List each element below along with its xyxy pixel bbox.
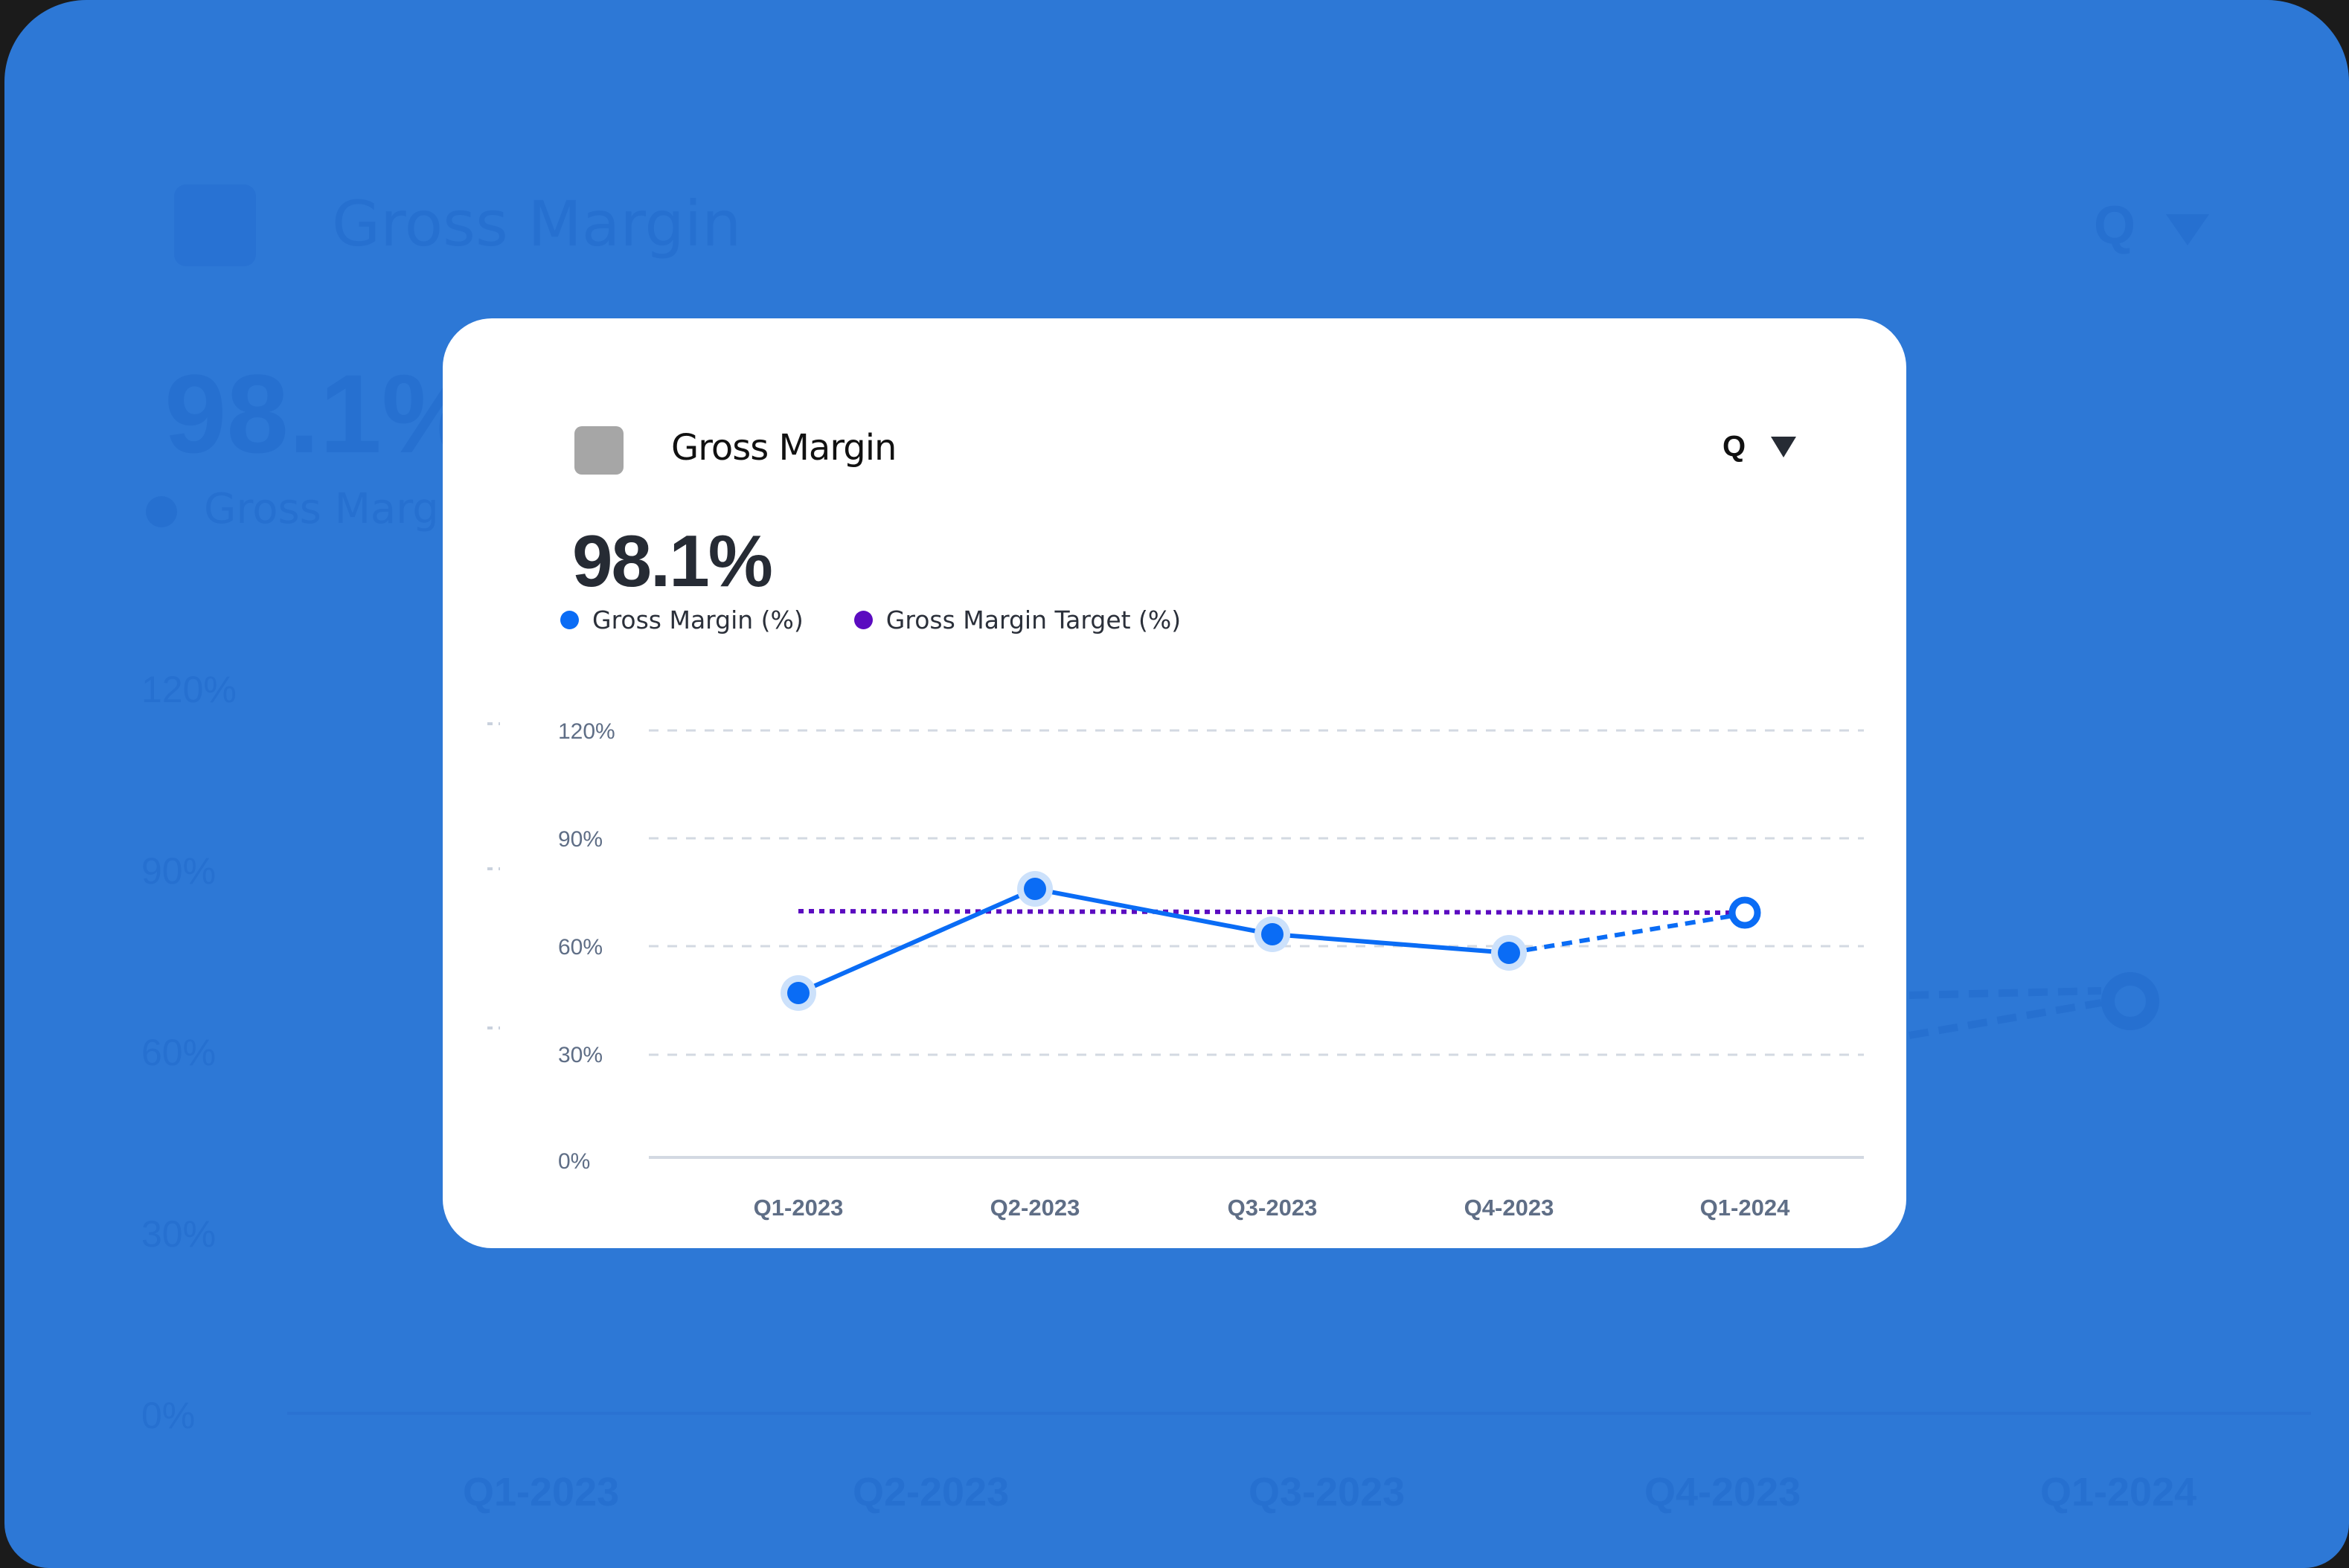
legend-label: Gross Margin (%) (592, 605, 804, 634)
ghost-ytick: 0% (141, 1395, 196, 1436)
target-series-line (798, 909, 1738, 915)
legend-dot-icon (853, 611, 873, 629)
legend-label: Gross Margin Target (%) (885, 605, 1182, 634)
ghost-ytick: 60% (141, 1032, 217, 1073)
period-selector[interactable]: Q (1723, 430, 1797, 463)
ghost-xtick: Q1-2023 (463, 1470, 620, 1514)
x-tick-label: Q3-2023 (1228, 1195, 1318, 1221)
legend-dot-icon (560, 611, 579, 629)
data-point (787, 982, 810, 1004)
left-edge-ticks (487, 722, 500, 1029)
ghost-period: Q (2094, 196, 2136, 255)
y-tick-label: 30% (558, 1043, 603, 1067)
ghost-legend: Gross Margi (146, 485, 450, 533)
x-tick-label: Q2-2023 (990, 1195, 1080, 1221)
ghost-triangle-icon (2166, 214, 2209, 245)
data-points (781, 871, 1761, 1011)
ghost-kpi: 98.1% (164, 351, 481, 476)
ghost-xtick: Q1-2024 (2040, 1470, 2197, 1514)
ghost-ytick: 30% (141, 1213, 217, 1255)
triangle-down-icon (1771, 436, 1797, 457)
gridlines (649, 729, 1864, 1056)
x-tick-label: Q4-2023 (1464, 1195, 1554, 1221)
y-tick-label: 120% (558, 719, 615, 744)
ghost-xtick: Q3-2023 (1249, 1470, 1406, 1514)
line-chart: 120% 90% 60% 30% 0% Q1-2023 Q2-2023 Q3-2… (487, 719, 1864, 1221)
data-point (1498, 942, 1520, 964)
gross-margin-card: Gross Margin Q 98.1% Gross Margin (%) Gr… (443, 318, 1906, 1248)
y-tick-label: 90% (558, 827, 603, 852)
ghost-xtick: Q4-2023 (1644, 1470, 1801, 1514)
y-tick-label: 0% (558, 1149, 590, 1174)
legend-item-gross-margin[interactable]: Gross Margin (%) (560, 605, 804, 634)
chart-legend: Gross Margin (%) Gross Margin Target (%) (560, 605, 1181, 634)
data-point (1261, 923, 1284, 945)
legend-item-target[interactable]: Gross Margin Target (%) (853, 605, 1182, 634)
projected-series-line (1508, 913, 1734, 955)
ghost-icon-square (174, 184, 256, 266)
ghost-title: Gross Margin (332, 187, 742, 260)
period-value: Q (1723, 430, 1746, 463)
ghost-ytick: 120% (141, 669, 237, 710)
card-title: Gross Margin (671, 427, 897, 469)
projected-data-point (1728, 896, 1761, 929)
kpi-value: 98.1% (572, 520, 773, 602)
x-tick-label: Q1-2023 (754, 1195, 844, 1221)
ghost-ytick: 90% (141, 850, 217, 892)
data-point (1024, 878, 1046, 900)
ghost-xtick: Q2-2023 (853, 1470, 1010, 1514)
gross-margin-series-line (797, 887, 1510, 995)
ghost-chart-lines (287, 972, 2311, 1415)
metric-icon (574, 426, 624, 475)
x-tick-label: Q1-2024 (1700, 1195, 1790, 1221)
y-tick-label: 60% (558, 935, 603, 960)
